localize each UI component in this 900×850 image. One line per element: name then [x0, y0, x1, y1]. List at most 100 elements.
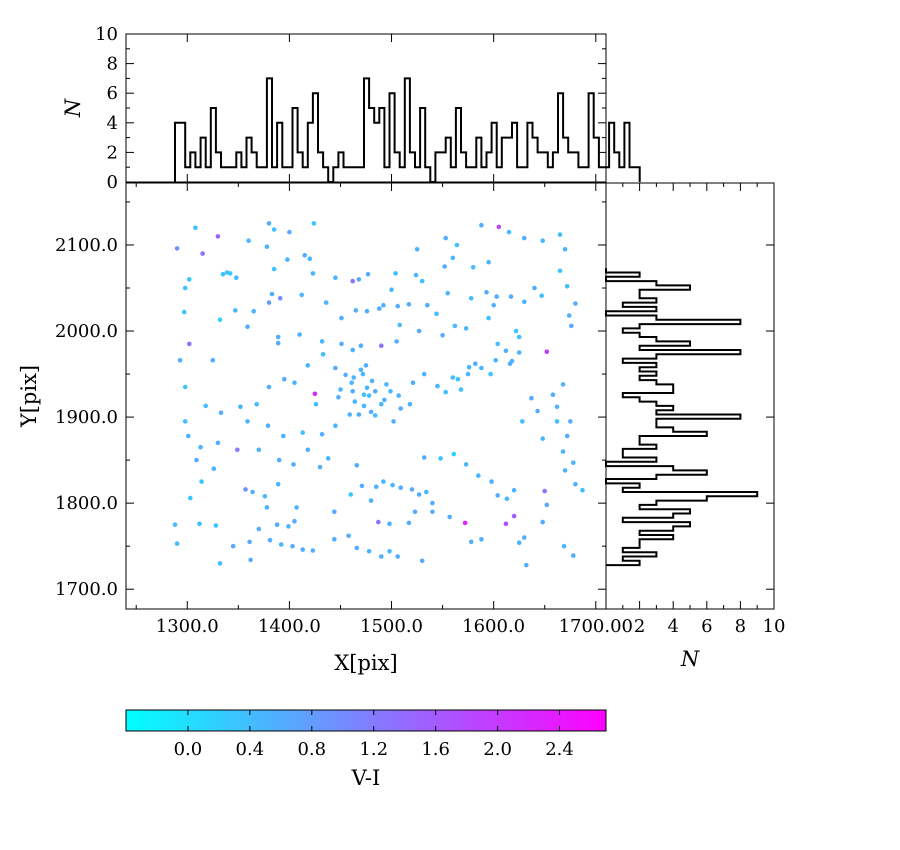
scatter-point — [387, 549, 392, 554]
scatter-point — [271, 266, 277, 272]
colorbar-tick-label: 0.8 — [297, 739, 326, 760]
scatter-x-tick-label: 1400.0 — [258, 616, 321, 637]
scatter-point — [491, 302, 497, 308]
scatter-point — [292, 380, 297, 386]
scatter-point — [390, 482, 395, 488]
scatter-point — [438, 456, 443, 461]
scatter-ylabel: Y[pix] — [17, 365, 41, 428]
scatter-point — [343, 372, 348, 378]
scatter-point — [516, 334, 522, 340]
scatter-point — [463, 326, 469, 331]
scatter-point — [554, 419, 560, 424]
scatter-point — [307, 256, 313, 262]
scatter-point — [479, 222, 484, 228]
scatter-point — [266, 221, 272, 226]
scatter-point — [186, 433, 191, 439]
scatter-point — [210, 358, 216, 363]
scatter-point — [262, 494, 268, 499]
top-histogram-y-tick-label: 6 — [107, 83, 118, 104]
scatter-point — [364, 308, 370, 314]
colorbar-tick-label: 1.2 — [359, 739, 388, 760]
scatter-point — [349, 380, 355, 386]
scatter-point — [425, 302, 430, 308]
scatter-point — [560, 449, 566, 454]
right-histogram-x-tick-label: 10 — [763, 616, 786, 637]
scatter-y-tick-label: 2000.0 — [55, 321, 118, 342]
scatter-point — [356, 412, 362, 417]
scatter-point — [398, 406, 404, 411]
scatter-point — [562, 247, 568, 252]
scatter-point — [466, 364, 472, 370]
scatter-point — [199, 479, 204, 484]
scatter-point — [339, 341, 344, 347]
scatter-point — [366, 393, 372, 398]
top-histogram-y-tick-label: 2 — [107, 142, 118, 163]
scatter-point — [395, 303, 401, 309]
scatter-point — [524, 562, 529, 568]
scatter-point — [172, 522, 178, 527]
scatter-point — [305, 363, 311, 368]
scatter-point — [319, 339, 325, 344]
top-histogram-ylabel: N — [61, 98, 85, 118]
scatter-point — [463, 462, 469, 467]
scatter-point — [354, 545, 360, 551]
scatter-point — [194, 457, 199, 463]
scatter-point — [381, 302, 386, 308]
scatter-ticks: 1300.0 1400.0 1500.0 1600.0 1700.00 1700.0 180… — [55, 183, 633, 637]
scatter-point — [360, 371, 366, 377]
scatter-point — [391, 419, 396, 424]
scatter-point — [254, 401, 259, 407]
scatter-point — [458, 387, 464, 392]
scatter-point — [217, 561, 223, 566]
scatter-point — [250, 489, 255, 495]
scatter-point — [398, 485, 404, 491]
scatter-point — [379, 343, 384, 349]
scatter-point — [387, 521, 392, 527]
right-histogram-x-tick-label: 8 — [735, 616, 746, 637]
scatter-point — [522, 299, 527, 305]
scatter-point — [513, 328, 519, 334]
scatter-point — [573, 301, 578, 306]
scatter-point — [333, 275, 338, 281]
scatter-point — [234, 275, 239, 281]
scatter-point — [278, 542, 284, 547]
scatter-point — [443, 389, 449, 395]
scatter-point — [348, 492, 354, 497]
scatter-point — [450, 375, 456, 380]
scatter-point — [372, 413, 378, 418]
scatter-point — [368, 409, 374, 415]
scatter-point — [462, 520, 468, 526]
scatter-point — [338, 387, 343, 392]
scatter-point — [569, 323, 574, 329]
scatter-point — [450, 255, 456, 261]
scatter-point — [506, 229, 512, 235]
scatter-point — [350, 389, 356, 394]
scatter-point — [274, 522, 280, 527]
scatter-point — [516, 350, 522, 355]
scatter-point — [430, 509, 435, 515]
scatter-point — [361, 392, 367, 398]
scatter-point — [350, 278, 356, 284]
scatter-point — [566, 313, 572, 318]
scatter-point — [310, 548, 316, 553]
scatter-point — [266, 300, 272, 305]
scatter-point — [406, 520, 412, 526]
scatter-point — [568, 419, 573, 424]
scatter-point — [365, 271, 371, 277]
scatter-point — [412, 509, 418, 515]
scatter-point — [339, 315, 344, 321]
scatter-point — [336, 395, 341, 400]
scatter-xlabel: X[pix] — [334, 651, 397, 675]
scatter-point — [197, 521, 202, 527]
scatter-point — [389, 287, 394, 293]
scatter-point — [358, 367, 364, 373]
scatter-point — [443, 235, 449, 241]
scatter-point — [319, 432, 325, 437]
scatter-point — [421, 455, 427, 460]
scatter-point — [350, 347, 356, 353]
scatter-point — [300, 547, 306, 552]
scatter-point — [302, 253, 308, 258]
scatter-frame — [125, 182, 607, 610]
scatter-point — [356, 277, 362, 282]
scatter-point — [564, 433, 570, 439]
